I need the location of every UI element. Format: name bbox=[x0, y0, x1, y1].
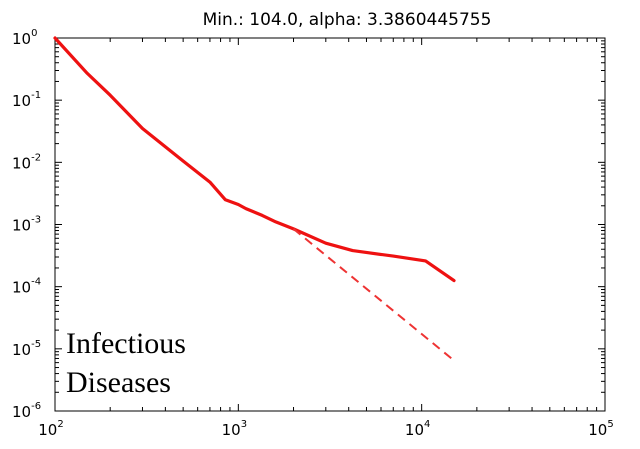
x-tick-label: 105 bbox=[588, 419, 613, 439]
y-tick-label: 10-5 bbox=[12, 339, 41, 359]
y-tick-label: 10-4 bbox=[12, 277, 41, 297]
x-tick-label: 102 bbox=[38, 419, 63, 439]
y-tick-label: 100 bbox=[12, 28, 37, 48]
data-series-line bbox=[53, 36, 456, 283]
y-tick-label: 10-6 bbox=[12, 401, 41, 421]
x-tick-label: 104 bbox=[405, 419, 430, 439]
power-law-fit-line bbox=[292, 228, 455, 362]
series-group bbox=[53, 36, 456, 362]
annotation-line-1: Infectious bbox=[66, 327, 186, 360]
y-tick-label: 10-3 bbox=[12, 215, 41, 235]
chart-title: Min.: 104.0, alpha: 3.3860445755 bbox=[203, 10, 492, 30]
y-tick-label: 10-1 bbox=[12, 90, 41, 110]
y-tick-label: 10-2 bbox=[12, 152, 41, 172]
plot-area bbox=[54, 37, 606, 412]
tick-group: 102 103 104 105 100 10-1 10-2 10-3 10-4 10-5 10-6 bbox=[12, 28, 614, 439]
x-tick-label: 103 bbox=[222, 419, 247, 439]
annotation-line-2: Diseases bbox=[66, 366, 171, 399]
